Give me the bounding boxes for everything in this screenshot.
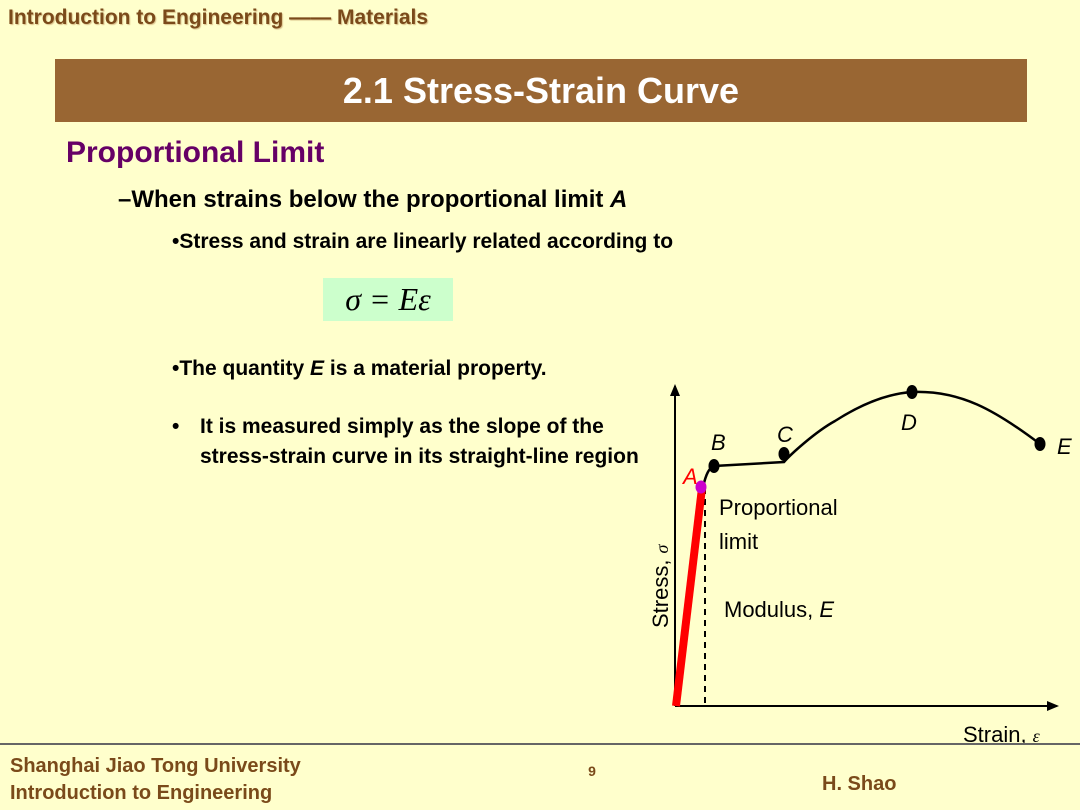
point-c-marker xyxy=(778,447,790,461)
footer-divider xyxy=(0,743,1080,745)
section-heading: Proportional Limit xyxy=(66,136,325,169)
modulus-label: Modulus, E xyxy=(724,597,834,622)
bullet-proportional-limit-var: A xyxy=(610,186,628,213)
bullet-marker: • xyxy=(172,415,180,438)
page-number: 9 xyxy=(588,763,596,779)
modulus-label-prefix: Modulus, xyxy=(724,597,819,622)
point-e-marker xyxy=(1034,437,1046,451)
bullet-material-property-var: E xyxy=(310,357,325,380)
course-header: Introduction to Engineering —— Materials xyxy=(8,6,429,29)
bullet-material-property-prefix: •The quantity xyxy=(172,357,311,380)
y-axis-label-text: Stress, xyxy=(648,560,673,628)
bullet-proportional-limit-text: –When strains below the proportional lim… xyxy=(118,186,611,213)
proportional-label-line1: Proportional xyxy=(719,495,838,520)
point-c-label: C xyxy=(777,422,793,447)
point-a-label: A xyxy=(681,464,698,489)
slide-title-bar: 2.1 Stress-Strain Curve xyxy=(55,59,1027,122)
formula: σ = Eε xyxy=(345,281,431,317)
footer-course: Introduction to Engineering xyxy=(10,782,273,804)
bullet-linear-relation: •Stress and strain are linearly related … xyxy=(172,230,674,253)
y-axis-label: Stress, σ xyxy=(648,544,673,628)
point-e-label: E xyxy=(1057,434,1072,459)
x-axis-label: Strain, ε xyxy=(963,722,1041,747)
y-axis-symbol: σ xyxy=(652,544,672,554)
modulus-label-var: E xyxy=(819,597,834,622)
footer-left: Shanghai Jiao Tong University Introducti… xyxy=(10,753,301,807)
bullet-material-property-suffix: is a material property. xyxy=(324,357,547,380)
formula-box: σ = Eε xyxy=(323,278,453,321)
x-axis-symbol: ε xyxy=(1033,726,1041,746)
elastic-region-line xyxy=(672,487,706,707)
footer-author: H. Shao xyxy=(822,773,897,795)
footer-university: Shanghai Jiao Tong University xyxy=(10,755,301,777)
point-b-label: B xyxy=(711,430,726,455)
point-b-marker xyxy=(708,459,720,473)
point-d-marker xyxy=(906,385,918,399)
x-axis-label-text: Strain, xyxy=(963,722,1027,747)
bullet-proportional-limit: –When strains below the proportional lim… xyxy=(118,186,627,214)
slide-title: 2.1 Stress-Strain Curve xyxy=(342,69,740,111)
point-a-marker xyxy=(695,480,707,494)
point-d-label: D xyxy=(901,410,917,435)
bullet-slope-measurement-text: It is measured simply as the slope of th… xyxy=(200,415,639,468)
proportional-label-line2: limit xyxy=(719,529,758,554)
plastic-region-curve xyxy=(701,390,1041,488)
bullet-material-property: •The quantity E is a material property. xyxy=(172,357,547,381)
